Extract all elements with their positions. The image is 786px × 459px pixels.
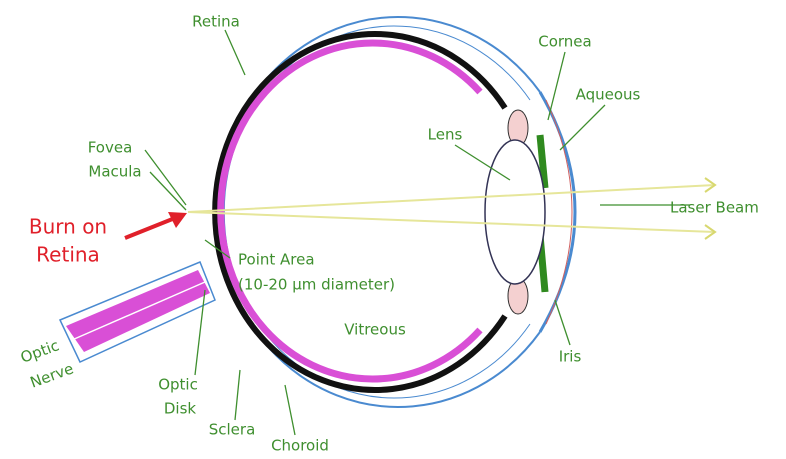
- label: Retina: [192, 13, 240, 31]
- eye-diagram: Retina Cornea Aqueous Lens Fovea Macula …: [0, 0, 786, 459]
- label: Disk: [164, 400, 197, 418]
- label: Optic: [158, 376, 198, 394]
- label: Choroid: [271, 437, 329, 455]
- label: Optic: [18, 336, 61, 366]
- label: Sclera: [209, 421, 256, 439]
- label: Iris: [559, 348, 582, 366]
- label: Cornea: [538, 33, 591, 51]
- label: Nerve: [28, 359, 76, 391]
- label: (10-20 μm diameter): [238, 276, 395, 294]
- label: Macula: [88, 163, 141, 181]
- label: Burn on: [29, 215, 107, 239]
- label: Lens: [428, 126, 463, 144]
- label: Point Area: [238, 251, 315, 269]
- label: Aqueous: [576, 86, 641, 104]
- label: Laser Beam: [670, 199, 759, 217]
- aqueous: [546, 100, 572, 324]
- label: Fovea: [88, 139, 133, 157]
- lens: [485, 140, 545, 284]
- burn-arrow: [125, 218, 175, 238]
- label: Vitreous: [344, 321, 406, 339]
- label: Retina: [36, 243, 100, 267]
